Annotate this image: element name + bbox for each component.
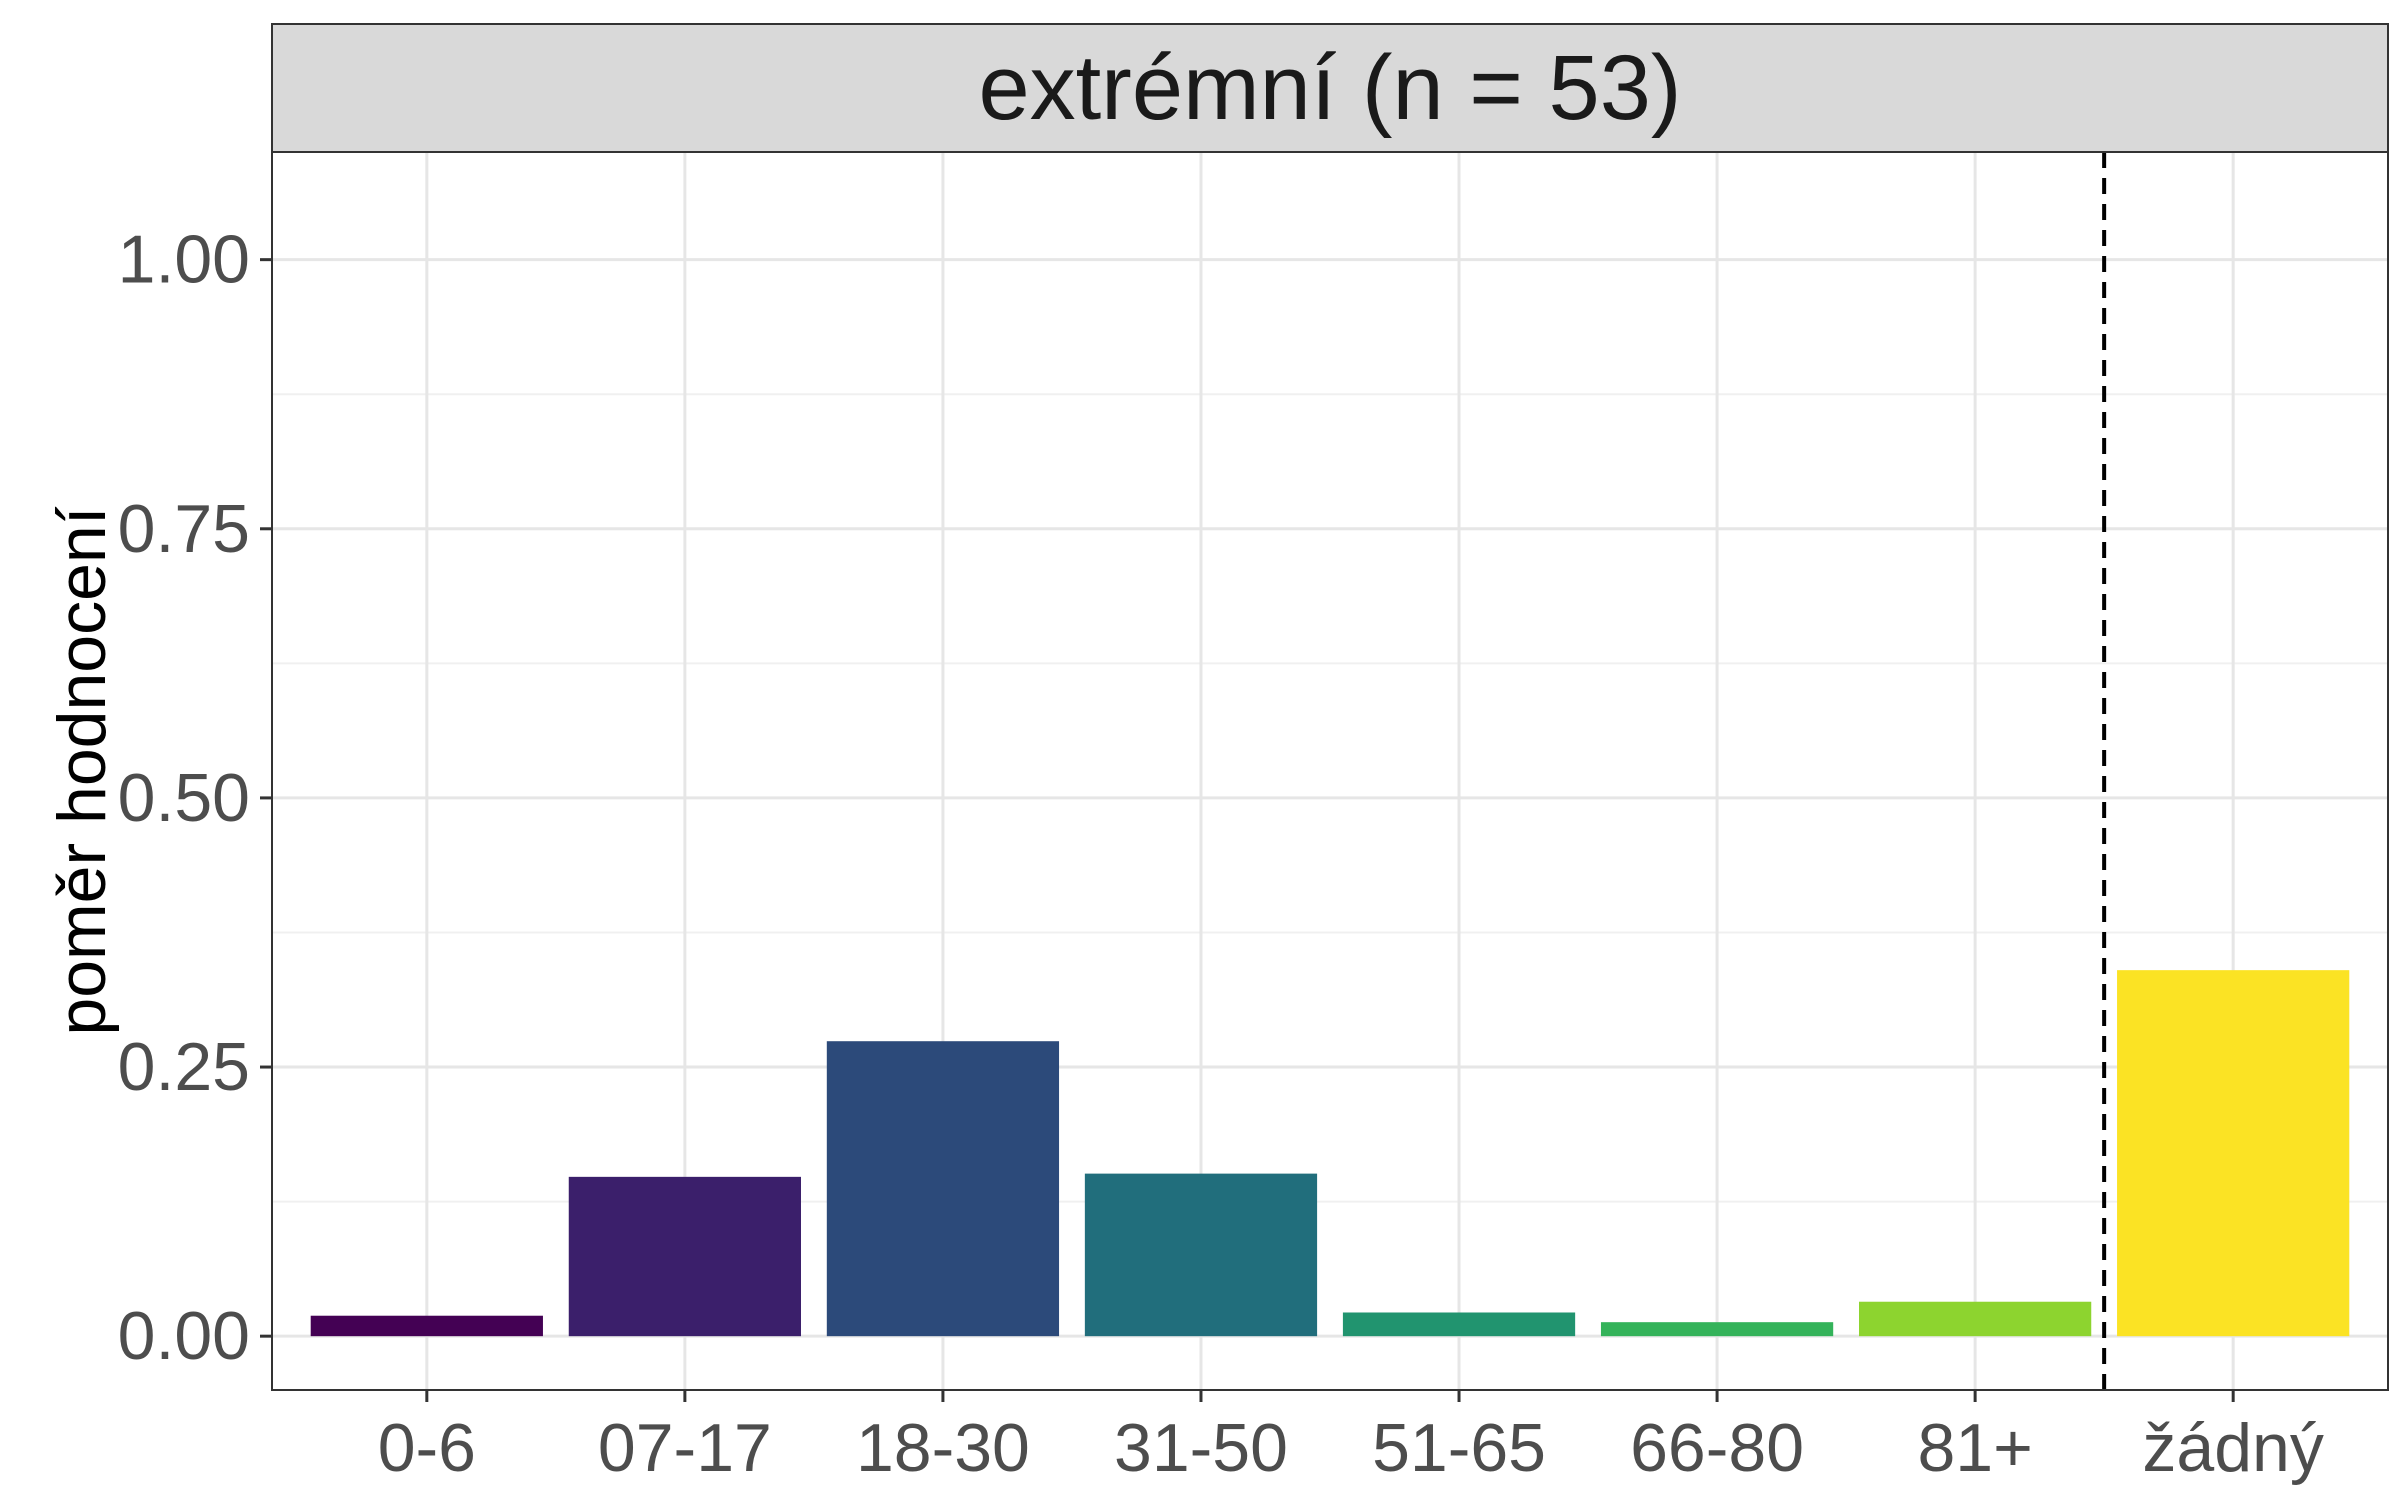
bar-81+: [1859, 1301, 2092, 1337]
x-tick-label: 51-65: [1372, 1410, 1546, 1486]
y-axis-title: poměr hodnocení: [44, 506, 120, 1035]
y-tick-label: 1.00: [118, 222, 250, 298]
panel-strip-background: [271, 23, 2389, 153]
x-axis: 0-6 07-17 18-30 31-50 51-65 66-80 81+ žádný: [378, 1390, 2324, 1486]
y-tick-label: 0.25: [118, 1029, 250, 1105]
x-tick-label: 81+: [1917, 1410, 2032, 1486]
x-tick-label: 31-50: [1114, 1410, 1288, 1486]
panel-title: extrémní (n = 53): [978, 37, 1681, 139]
y-axis: 0.00 0.25 0.50 0.75 1.00: [118, 222, 272, 1374]
bar-žádný: [2117, 970, 2350, 1337]
x-tick-label: 07-17: [598, 1410, 772, 1486]
y-tick-label: 0.50: [118, 760, 250, 836]
bar-07-17: [568, 1176, 801, 1337]
y-tick-label: 0.00: [118, 1298, 250, 1374]
y-tick-label: 0.75: [118, 491, 250, 567]
bar-18-30: [826, 1041, 1060, 1337]
bar-0-6: [310, 1315, 543, 1337]
x-tick-label: 66-80: [1630, 1410, 1804, 1486]
bar-66-80: [1600, 1322, 1834, 1337]
x-tick-label: žádný: [2142, 1410, 2323, 1486]
bars: [310, 970, 2350, 1337]
bar-31-50: [1084, 1173, 1318, 1337]
panel-strip: extrémní (n = 53): [271, 23, 2389, 153]
x-tick-label: 18-30: [856, 1410, 1030, 1486]
bar-51-65: [1342, 1312, 1576, 1337]
x-tick-label: 0-6: [378, 1410, 476, 1486]
